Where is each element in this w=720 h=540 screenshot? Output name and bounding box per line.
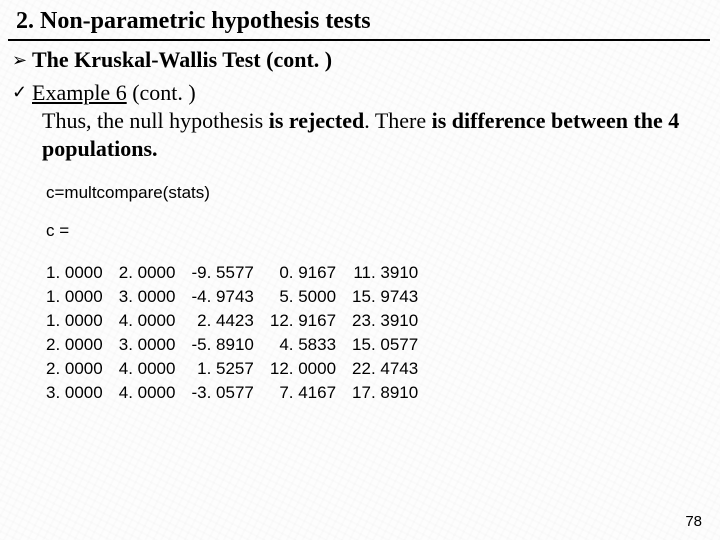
check-icon: ✓: [10, 79, 32, 105]
kruskal-wallis-label: The Kruskal-Wallis Test (cont. ): [32, 47, 332, 73]
cell: 2. 0000: [46, 333, 111, 357]
cell: 23. 3910: [344, 309, 426, 333]
cell: 4. 0000: [111, 309, 184, 333]
cell: 11. 3910: [344, 261, 426, 285]
cell: -4. 9743: [183, 285, 261, 309]
cell: -9. 5577: [183, 261, 261, 285]
c-equals-label: c =: [10, 219, 720, 243]
body-p1b: is rejected: [269, 108, 365, 133]
arrow-icon: ➢: [10, 47, 32, 73]
example-cont: (cont. ): [127, 80, 196, 105]
table-row: 1. 0000 4. 0000 2. 4423 12. 9167 23. 391…: [46, 309, 426, 333]
cell: -5. 8910: [183, 333, 261, 357]
cell: 15. 9743: [344, 285, 426, 309]
table-row: 3. 0000 4. 0000 -3. 0577 7. 4167 17. 891…: [46, 381, 426, 405]
cell: 12. 9167: [262, 309, 344, 333]
multcompare-table: 1. 0000 2. 0000 -9. 5577 0. 9167 11. 391…: [46, 261, 426, 405]
table-row: 1. 0000 2. 0000 -9. 5577 0. 9167 11. 391…: [46, 261, 426, 285]
cell: 2. 4423: [183, 309, 261, 333]
kruskal-wallis-line: ➢ The Kruskal-Wallis Test (cont. ): [10, 47, 720, 73]
cell: 3. 0000: [111, 285, 184, 309]
example-line: ✓ Example 6 (cont. ): [10, 79, 720, 107]
cell: 2. 0000: [46, 357, 111, 381]
code-line: c=multcompare(stats): [10, 181, 720, 205]
cell: 1. 0000: [46, 285, 111, 309]
cell: 0. 9167: [262, 261, 344, 285]
cell: 22. 4743: [344, 357, 426, 381]
example-label: Example 6: [32, 80, 127, 105]
cell: 12. 0000: [262, 357, 344, 381]
cell: 2. 0000: [111, 261, 184, 285]
cell: 3. 0000: [46, 381, 111, 405]
cell: 4. 0000: [111, 381, 184, 405]
table-row: 2. 0000 4. 0000 1. 5257 12. 0000 22. 474…: [46, 357, 426, 381]
cell: 3. 0000: [111, 333, 184, 357]
conclusion-text: Thus, the null hypothesis is rejected. T…: [10, 107, 720, 163]
cell: 4. 5833: [262, 333, 344, 357]
example-label-wrap: Example 6 (cont. ): [32, 79, 196, 107]
cell: 7. 4167: [262, 381, 344, 405]
table-row: 2. 0000 3. 0000 -5. 8910 4. 5833 15. 057…: [46, 333, 426, 357]
cell: 15. 0577: [344, 333, 426, 357]
cell: 1. 0000: [46, 309, 111, 333]
slide: 2. Non-parametric hypothesis tests ➢ The…: [0, 0, 720, 540]
cell: 5. 5000: [262, 285, 344, 309]
cell: 1. 5257: [183, 357, 261, 381]
cell: -3. 0577: [183, 381, 261, 405]
table-row: 1. 0000 3. 0000 -4. 9743 5. 5000 15. 974…: [46, 285, 426, 309]
content-block: ➢ The Kruskal-Wallis Test (cont. ) ✓ Exa…: [0, 47, 720, 405]
body-p1a: Thus, the null hypothesis: [42, 108, 269, 133]
page-number: 78: [685, 513, 702, 530]
title-underline: [8, 39, 710, 41]
cell: 4. 0000: [111, 357, 184, 381]
table-body: 1. 0000 2. 0000 -9. 5577 0. 9167 11. 391…: [46, 261, 426, 405]
body-p1c: . There: [364, 108, 431, 133]
cell: 17. 8910: [344, 381, 426, 405]
cell: 1. 0000: [46, 261, 111, 285]
section-title: 2. Non-parametric hypothesis tests: [0, 8, 720, 35]
